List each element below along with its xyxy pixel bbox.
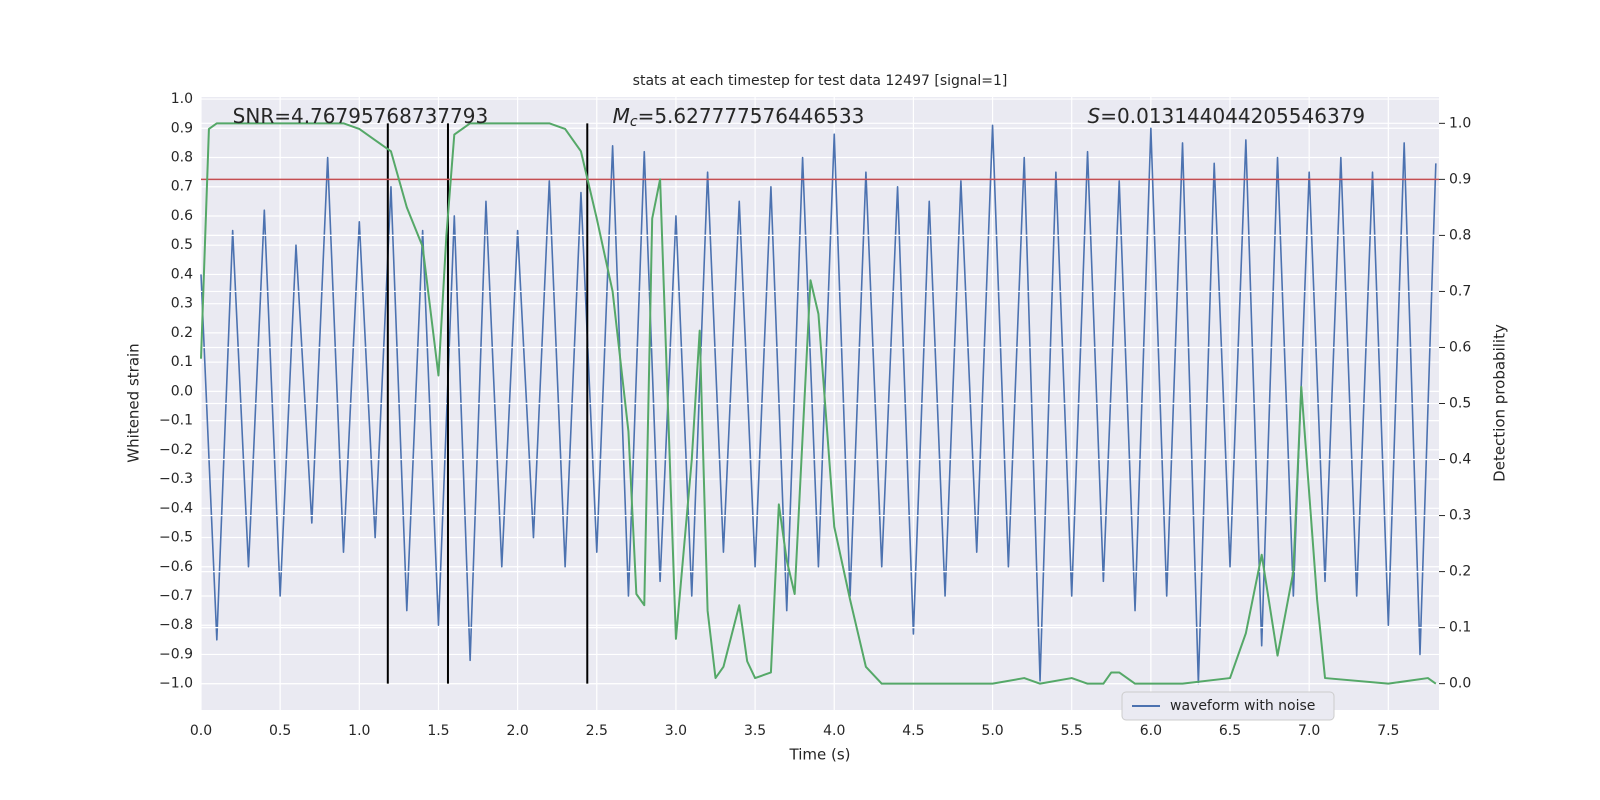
x-tick-label: 1.5 <box>427 723 449 739</box>
y-tick-label: −0.5 <box>159 530 193 546</box>
annotation: S=0.013144044205546379 <box>1088 104 1366 128</box>
x-tick-label: 1.0 <box>348 723 370 739</box>
y-tick-label: 0.3 <box>171 296 193 312</box>
x-tick-label: 4.0 <box>823 723 845 739</box>
y-tick-label: 0.7 <box>171 179 193 195</box>
y-tick-label: 0.4 <box>171 266 193 282</box>
waveform-line <box>200 124 1437 685</box>
y-tick-label: −0.8 <box>159 617 193 633</box>
annotation-symbol: M <box>613 104 630 128</box>
x-tick-label: 6.5 <box>1219 723 1241 739</box>
x-tick-label: 7.5 <box>1377 723 1399 739</box>
x-tick-label: 3.5 <box>744 723 766 739</box>
y-tick-label: 0.1 <box>171 354 193 370</box>
y-tick-label: −0.9 <box>159 646 193 662</box>
annotation-text: SNR=4.76795768737793 <box>233 104 489 128</box>
y-axis-label: Whitened strain <box>125 343 143 462</box>
x-axis-label: Time (s) <box>789 746 851 764</box>
y2-tick-label: 0.9 <box>1449 171 1471 187</box>
y-tick-label: −1.0 <box>159 676 193 692</box>
y-tick-label: −0.6 <box>159 559 193 575</box>
x-tick-label: 0.5 <box>269 723 291 739</box>
annotation: SNR=4.76795768737793 <box>233 104 489 128</box>
annotation-text: =0.013144044205546379 <box>1100 104 1365 128</box>
x-tick-label: 2.5 <box>586 723 608 739</box>
y-tick-label: −0.1 <box>159 413 193 429</box>
x-tick-label: 2.0 <box>506 723 528 739</box>
legend-box <box>1121 691 1335 721</box>
x-tick-label: 6.0 <box>1140 723 1162 739</box>
y-tick-label: 0.5 <box>171 237 193 253</box>
y-tick-label: −0.3 <box>159 471 193 487</box>
y-tick-label: 0.6 <box>171 208 193 224</box>
x-tick-label: 4.5 <box>902 723 924 739</box>
y2-tick-label: 0.4 <box>1449 452 1471 468</box>
y2-tick-label: 0.3 <box>1449 508 1471 524</box>
y-tick-label: 0.8 <box>171 150 193 166</box>
y-tick-label: 0.0 <box>171 383 193 399</box>
y-tick-label: −0.7 <box>159 588 193 604</box>
y-tick-label: −0.4 <box>159 500 193 516</box>
x-tick-label: 3.0 <box>665 723 687 739</box>
y-tick-label: 0.2 <box>171 325 193 341</box>
annotation-subscript: c <box>630 114 638 130</box>
x-tick-label: 5.0 <box>981 723 1003 739</box>
y2-tick-label: 0.6 <box>1449 339 1471 355</box>
y2-tick-label: 1.0 <box>1449 115 1471 131</box>
y2-tick-label: 0.8 <box>1449 227 1471 243</box>
annotation-text: =5.627777576446533 <box>638 104 865 128</box>
y-tick-label: −0.2 <box>159 442 193 458</box>
annotation-symbol: S <box>1088 104 1101 128</box>
legend-label: waveform with noise <box>1170 698 1315 714</box>
y2-tick-label: 0.5 <box>1449 396 1471 412</box>
y2-tick-label: 0.2 <box>1449 564 1471 580</box>
y2-tick-label: 0.7 <box>1449 283 1471 299</box>
x-tick-label: 0.0 <box>190 723 212 739</box>
chart-title: stats at each timestep for test data 124… <box>633 73 1008 89</box>
probability-line <box>200 122 1437 685</box>
y2-axis-label: Detection probability <box>1491 324 1509 482</box>
x-tick-label: 5.5 <box>1061 723 1083 739</box>
x-tick-label: 7.0 <box>1298 723 1320 739</box>
y-tick-label: 0.9 <box>171 120 193 136</box>
y2-tick-label: 0.0 <box>1449 676 1471 692</box>
annotation: Mc=5.627777576446533 <box>613 104 865 131</box>
y-tick-label: 1.0 <box>171 91 193 107</box>
y2-tick-label: 0.1 <box>1449 620 1471 636</box>
